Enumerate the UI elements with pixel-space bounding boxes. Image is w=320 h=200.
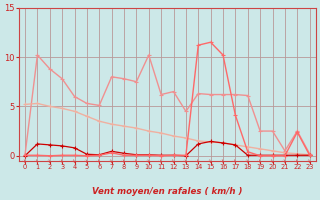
X-axis label: Vent moyen/en rafales ( km/h ): Vent moyen/en rafales ( km/h ) <box>92 187 243 196</box>
